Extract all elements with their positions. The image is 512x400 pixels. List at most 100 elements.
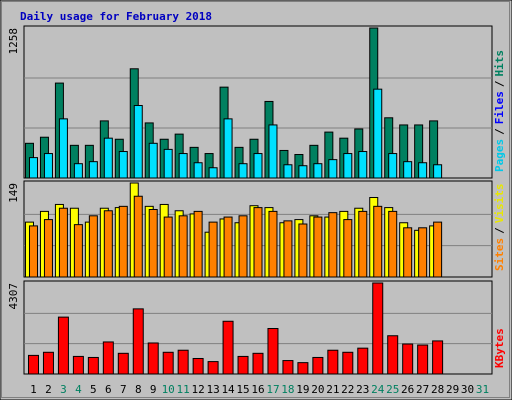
bar — [403, 161, 413, 179]
bar — [327, 349, 339, 375]
legend-entry: Hits — [493, 50, 506, 77]
bar — [298, 165, 308, 179]
bar — [343, 153, 353, 179]
x-tick-label: 6 — [105, 383, 112, 396]
bar — [27, 354, 39, 375]
bar — [342, 351, 354, 375]
bar — [328, 212, 338, 278]
x-tick-label: 25 — [386, 383, 399, 396]
bar — [133, 105, 143, 179]
legend-entry: KBytes — [493, 328, 506, 368]
x-tick-label: 26 — [401, 383, 414, 396]
bar — [163, 216, 173, 278]
bar — [418, 162, 428, 179]
bar — [388, 153, 398, 179]
legend-entry: / — [493, 80, 506, 87]
bar — [283, 220, 293, 278]
y-axis-label: Pages / Files / Hits — [493, 50, 506, 172]
bar — [328, 159, 338, 179]
y-axis-label: Sites / Visits — [493, 184, 506, 272]
bar — [102, 341, 114, 375]
bar — [163, 148, 173, 179]
y-tick-label: 4307 — [7, 283, 20, 310]
bar — [88, 215, 98, 278]
bar — [253, 207, 263, 278]
bar — [103, 137, 113, 179]
bar — [268, 124, 278, 179]
bar — [402, 343, 414, 375]
x-tick-label: 30 — [461, 383, 474, 396]
y-tick-label: 149 — [7, 183, 20, 203]
bar — [178, 215, 188, 278]
bar — [208, 167, 218, 179]
bar — [313, 216, 323, 278]
x-tick-label: 21 — [326, 383, 339, 396]
x-tick-label: 2 — [45, 383, 52, 396]
bar — [223, 118, 233, 179]
bar — [372, 282, 384, 375]
bar — [58, 118, 68, 179]
bar — [43, 219, 53, 278]
bar — [358, 210, 368, 278]
bar — [178, 153, 188, 179]
bar — [132, 308, 144, 375]
x-tick-label: 16 — [251, 383, 264, 396]
x-tick-label: 13 — [206, 383, 219, 396]
legend-entry: Files — [493, 91, 506, 124]
bar — [268, 210, 278, 278]
bar — [72, 355, 84, 375]
bar — [433, 221, 443, 278]
bar — [433, 164, 443, 179]
bar — [118, 205, 128, 278]
bar — [417, 344, 429, 375]
x-tick-label: 14 — [221, 383, 235, 396]
x-tick-label: 27 — [416, 383, 429, 396]
bar — [432, 340, 444, 375]
bar — [117, 352, 129, 375]
bar — [238, 215, 248, 278]
bar — [133, 195, 143, 278]
x-tick-label: 11 — [177, 383, 190, 396]
bar — [222, 320, 234, 375]
legend-entry: Sites — [493, 238, 506, 271]
bar — [58, 207, 68, 278]
legend-entry: / — [493, 227, 506, 234]
bar — [193, 210, 203, 278]
x-tick-label: 9 — [150, 383, 157, 396]
bar — [73, 163, 83, 179]
bar — [403, 227, 413, 278]
bar — [193, 162, 203, 179]
x-tick-label: 28 — [431, 383, 444, 396]
x-tick-label: 17 — [266, 383, 279, 396]
bar — [87, 356, 99, 375]
x-tick-label: 22 — [341, 383, 354, 396]
bar — [283, 164, 293, 179]
bar — [28, 225, 38, 278]
bar — [208, 221, 218, 278]
x-tick-label: 5 — [90, 383, 97, 396]
bar — [253, 153, 263, 179]
legend-entry: Visits — [493, 184, 506, 224]
bar — [162, 351, 174, 375]
x-tick-label: 3 — [60, 383, 67, 396]
bar — [192, 357, 204, 375]
x-tick-label: 24 — [371, 383, 385, 396]
bar — [297, 362, 309, 375]
bar — [267, 328, 279, 375]
bar — [57, 316, 69, 375]
x-tick-label: 19 — [296, 383, 309, 396]
x-tick-label: 1 — [30, 383, 37, 396]
bar — [148, 142, 158, 179]
bar — [73, 224, 83, 278]
bar — [177, 349, 189, 375]
x-tick-label: 4 — [75, 383, 82, 396]
x-tick-label: 7 — [120, 383, 127, 396]
bar — [223, 216, 233, 278]
bar — [207, 361, 219, 375]
bar — [357, 347, 369, 375]
bar — [147, 342, 159, 375]
bar — [237, 355, 249, 375]
bar — [282, 360, 294, 375]
y-tick-label: 1258 — [7, 28, 20, 55]
